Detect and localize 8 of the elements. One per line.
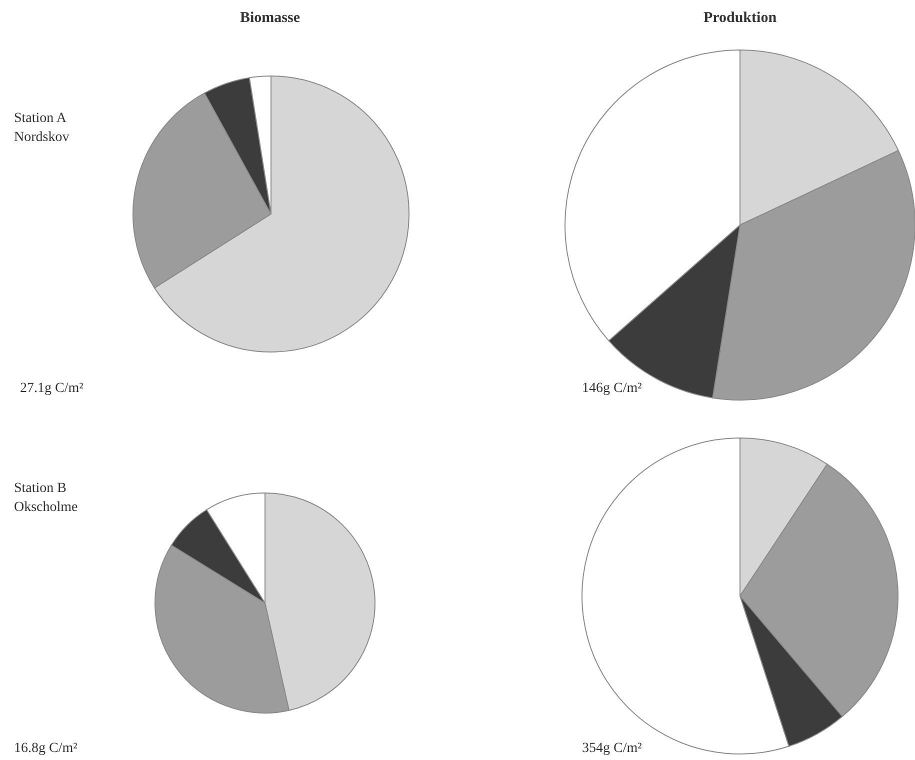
text: Station A Nordskov — [14, 111, 70, 145]
text: 146g C/m² — [582, 381, 642, 396]
text: 16.8g C/m² — [14, 741, 78, 756]
chart-title: Produktion — [703, 10, 778, 26]
text: Station B Okscholme — [14, 481, 78, 515]
chart-title: Biomasse — [240, 10, 300, 26]
text: 27.1g C/m² — [20, 381, 84, 396]
text: 354g C/m² — [582, 741, 642, 756]
